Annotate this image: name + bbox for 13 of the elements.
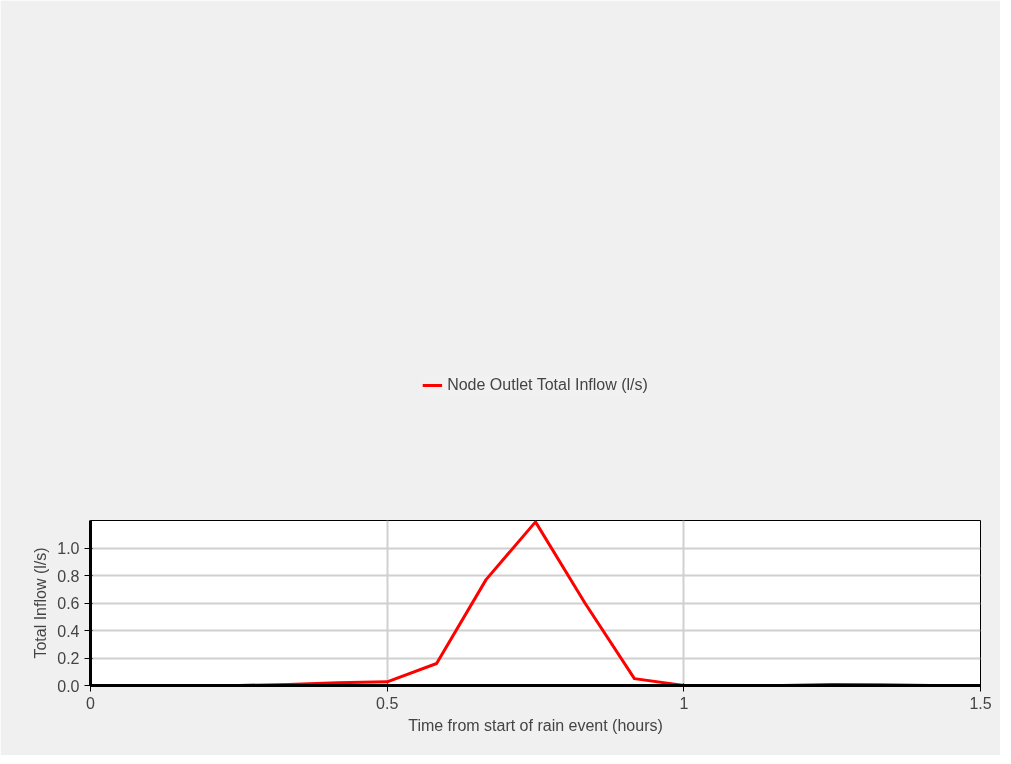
- y-tick-label: 0.2: [57, 650, 80, 667]
- x-tick-label: 1: [679, 694, 689, 712]
- y-tick-label: 0.4: [57, 622, 80, 640]
- y-tick-label: 1.0: [57, 540, 80, 557]
- x-axis-title: Time from start of rain event (hours): [408, 716, 663, 734]
- y-tick-label: 0.6: [57, 595, 80, 612]
- legend-label: Node Outlet Total Inflow (l/s): [447, 376, 648, 394]
- y-tick-label: 0.0: [57, 677, 80, 695]
- y-axis-title: Total Inflow (l/s): [32, 547, 50, 659]
- x-tick-label: 1.5: [969, 694, 992, 712]
- x-tick-label: 0: [86, 694, 96, 712]
- y-tick-label: 0.8: [57, 567, 80, 585]
- x-tick-label: 0.5: [376, 694, 399, 712]
